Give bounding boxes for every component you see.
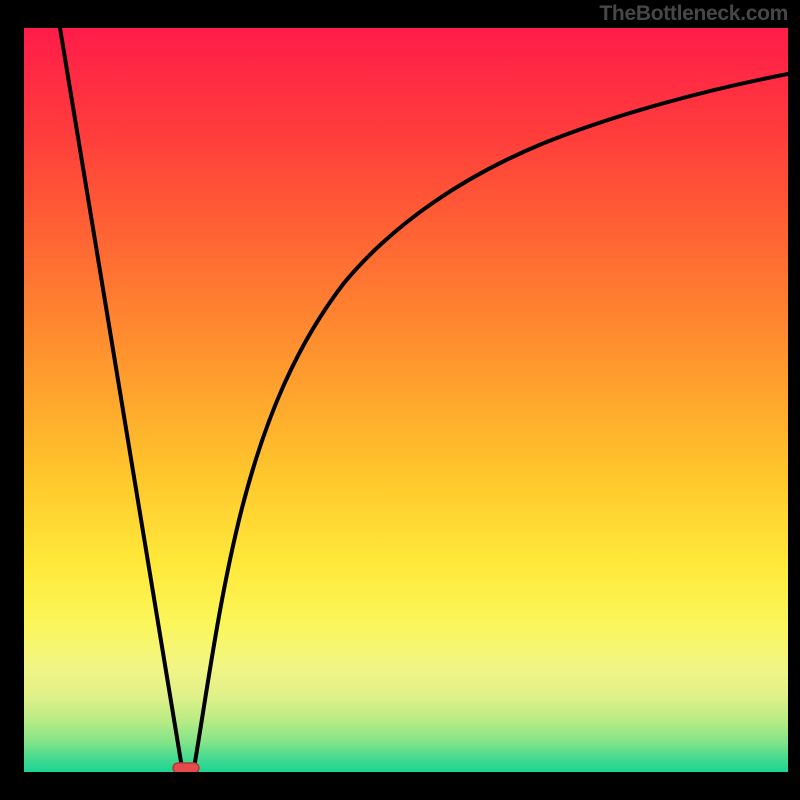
attribution-text: TheBottleneck.com <box>599 2 788 26</box>
curve-group <box>60 28 788 772</box>
curve-left-branch <box>60 28 182 768</box>
curve-right-branch <box>194 74 788 768</box>
minimum-marker <box>173 763 199 772</box>
plot-area <box>24 28 788 772</box>
curve-layer <box>24 28 788 772</box>
